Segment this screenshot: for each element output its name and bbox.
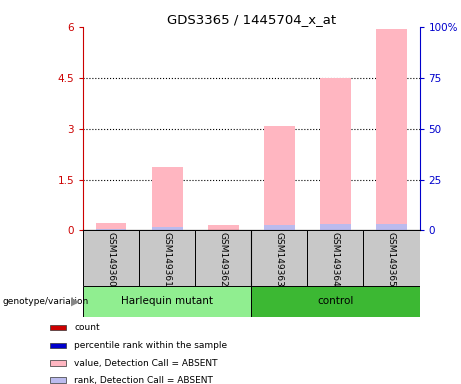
Text: GSM149360: GSM149360 bbox=[106, 232, 116, 287]
Bar bbox=[83, 286, 251, 317]
Text: ▶: ▶ bbox=[71, 296, 80, 306]
Bar bbox=[320, 78, 351, 230]
Bar bbox=[50, 361, 66, 366]
Title: GDS3365 / 1445704_x_at: GDS3365 / 1445704_x_at bbox=[167, 13, 336, 26]
Bar bbox=[95, 229, 126, 230]
Bar bbox=[208, 225, 239, 230]
Text: Harlequin mutant: Harlequin mutant bbox=[121, 296, 213, 306]
Bar bbox=[152, 167, 183, 230]
Bar bbox=[50, 377, 66, 383]
Bar bbox=[363, 230, 420, 286]
Bar bbox=[251, 286, 420, 317]
Bar bbox=[307, 230, 363, 286]
Bar bbox=[195, 230, 251, 286]
Bar bbox=[139, 230, 195, 286]
Text: count: count bbox=[75, 323, 100, 333]
Text: genotype/variation: genotype/variation bbox=[2, 297, 89, 306]
Bar bbox=[50, 343, 66, 348]
Text: control: control bbox=[317, 296, 354, 306]
Text: percentile rank within the sample: percentile rank within the sample bbox=[75, 341, 228, 350]
Bar bbox=[376, 223, 407, 230]
Bar bbox=[264, 126, 295, 230]
Bar bbox=[320, 223, 351, 230]
Bar bbox=[376, 29, 407, 230]
Text: GSM149364: GSM149364 bbox=[331, 232, 340, 287]
Bar bbox=[264, 225, 295, 230]
Bar bbox=[95, 223, 126, 230]
Bar bbox=[83, 230, 139, 286]
Bar bbox=[251, 230, 307, 286]
Bar bbox=[50, 325, 66, 331]
Text: rank, Detection Call = ABSENT: rank, Detection Call = ABSENT bbox=[75, 376, 213, 384]
Text: GSM149361: GSM149361 bbox=[163, 232, 171, 287]
Text: GSM149365: GSM149365 bbox=[387, 232, 396, 287]
Bar bbox=[152, 227, 183, 230]
Text: GSM149362: GSM149362 bbox=[219, 232, 228, 287]
Text: value, Detection Call = ABSENT: value, Detection Call = ABSENT bbox=[75, 359, 218, 367]
Text: GSM149363: GSM149363 bbox=[275, 232, 284, 287]
